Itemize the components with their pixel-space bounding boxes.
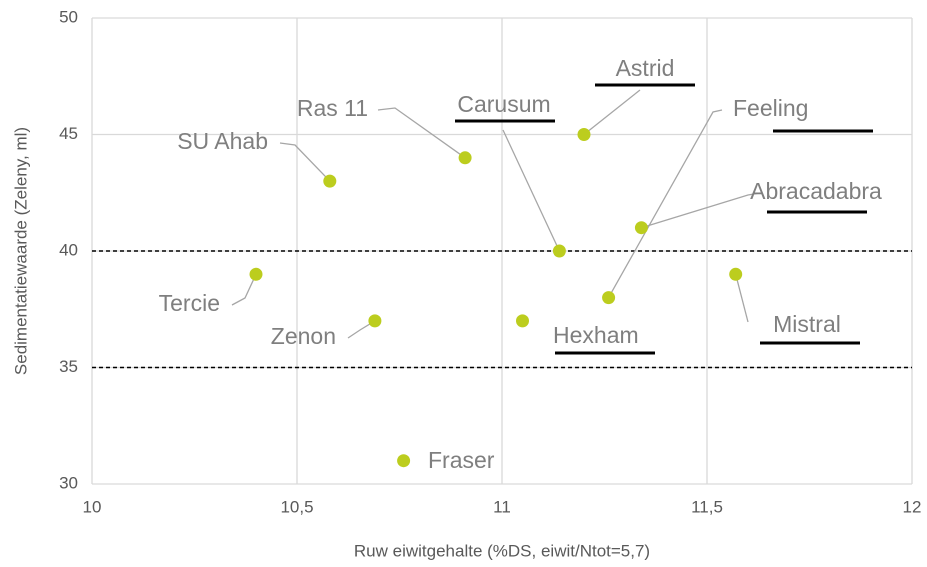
leader-line [583,89,641,136]
x-tick-label: 10 [83,497,102,516]
y-tick-label: 50 [59,7,78,26]
point-label: SU Ahab [177,128,268,154]
point [602,291,616,305]
point [458,151,472,165]
point [516,314,529,328]
point [729,267,743,281]
point-label: Fraser [428,447,495,473]
point-label: Hexham [553,322,639,348]
point-label: Feeling [733,95,808,121]
point-label: Mistral [773,311,841,337]
point-label: Abracadabra [750,178,882,204]
point-label: Astrid [616,55,675,81]
y-axis-title: Sedimentatiewaarde (Zeleny, ml) [11,127,30,375]
point-label: Ras 11 [297,95,368,121]
x-axis-title: Ruw eiwitgehalte (%DS, eiwit/Ntot=5,7) [354,541,650,560]
x-tick-label: 11,5 [691,497,723,516]
leader-line [279,142,331,182]
point [368,314,382,328]
leader-line [735,274,749,323]
leader-line [231,274,257,306]
leader-line [377,107,466,159]
y-tick-label: 35 [59,357,78,376]
point [249,267,263,281]
leader-line [502,129,560,252]
x-tick-label: 11 [493,497,511,516]
y-tick-label: 40 [59,240,78,259]
x-tick-label: 10,5 [280,497,313,516]
leader-line [641,192,761,229]
y-tick-label: 30 [59,473,78,492]
point [552,244,566,258]
leader-line [608,109,723,298]
point [397,454,411,468]
x-tick-label: 12 [903,497,922,516]
point-label: Tercie [159,290,220,316]
point-label: Zenon [271,323,336,349]
point-label: Carusum [457,91,550,117]
point [577,128,591,141]
point [323,174,337,188]
y-tick-label: 45 [59,124,78,143]
point [634,221,648,235]
